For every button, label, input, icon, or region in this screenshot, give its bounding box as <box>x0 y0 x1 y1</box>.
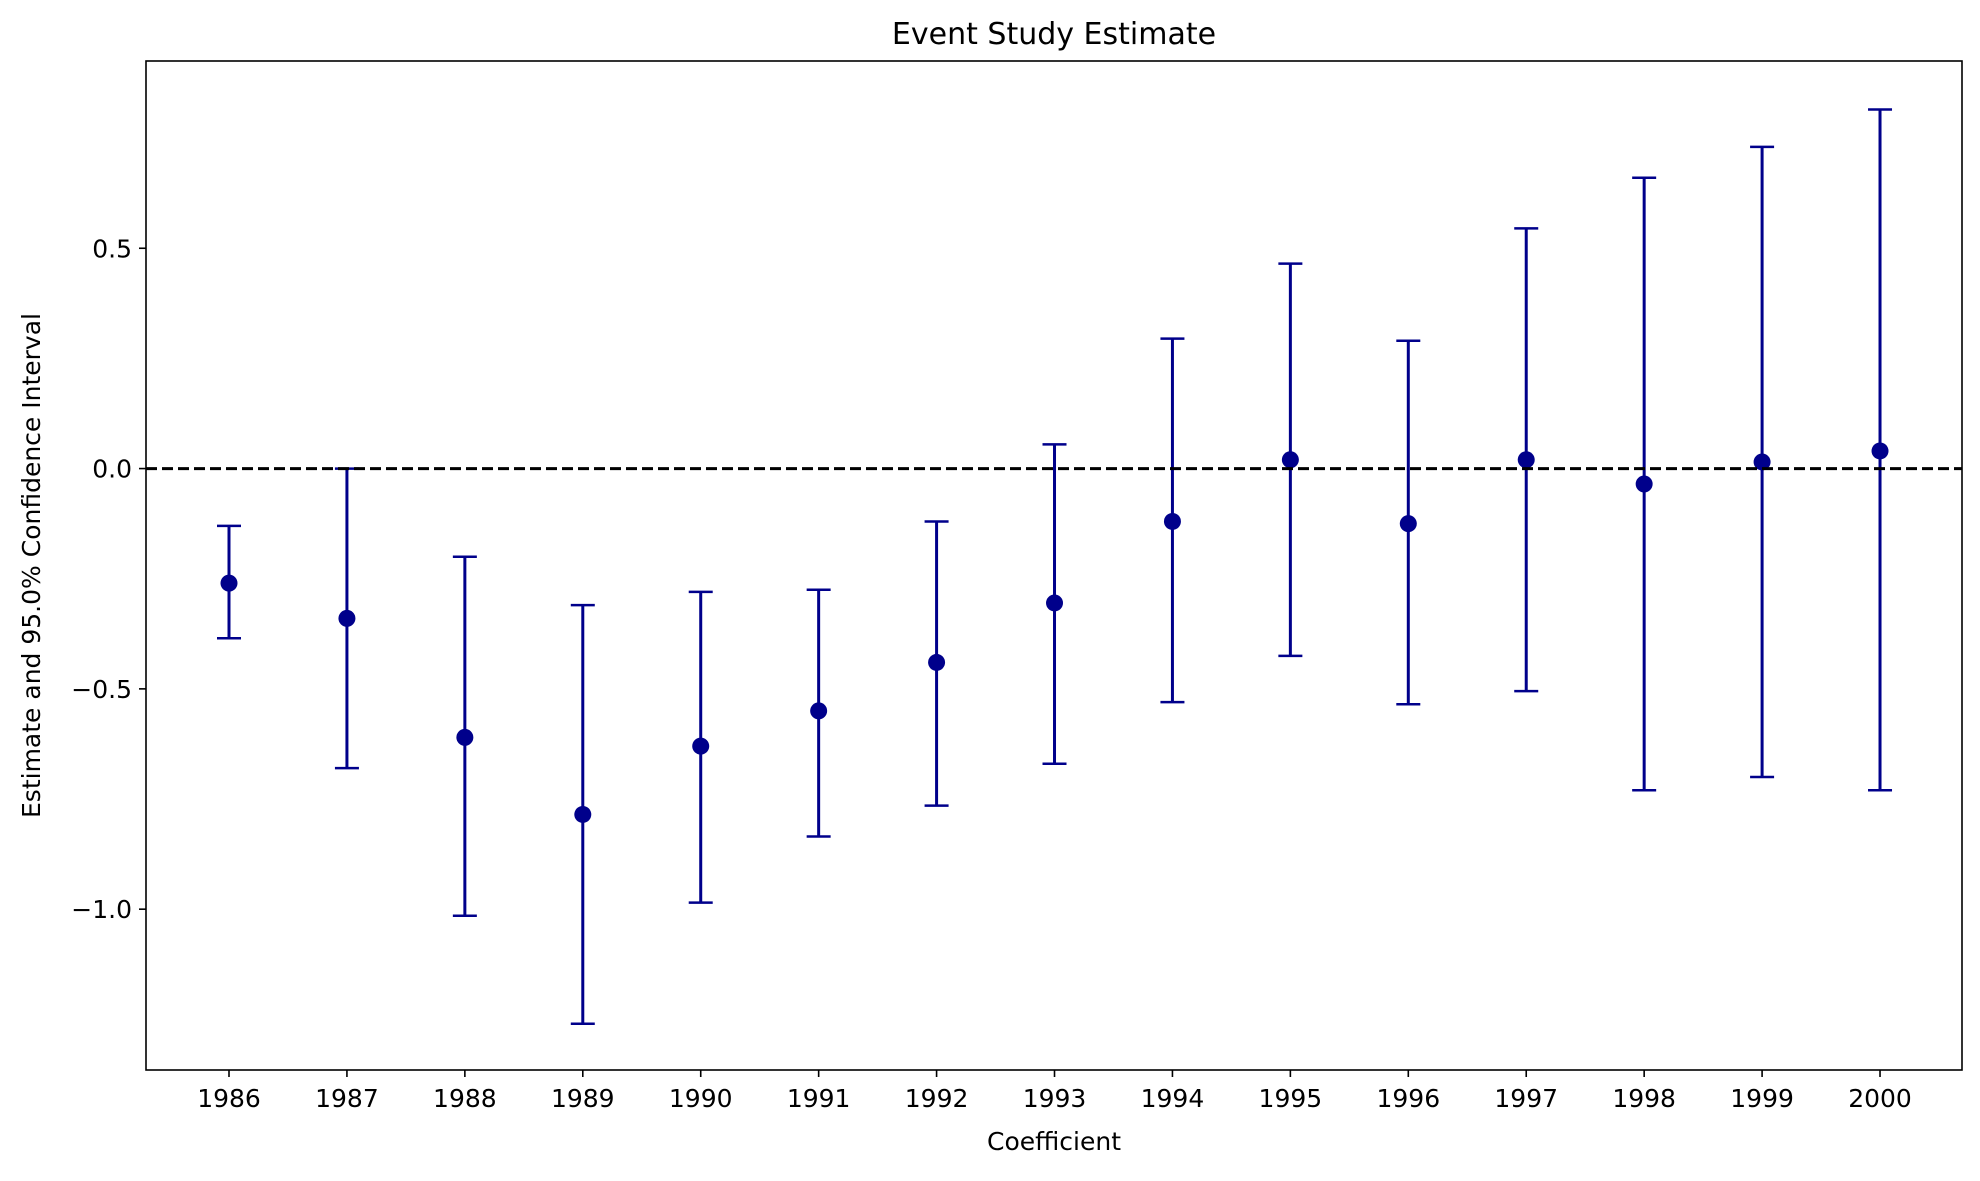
estimate-point-1989 <box>574 805 592 823</box>
estimate-point-1992 <box>928 653 946 671</box>
ticks-layer: 1986 1987 1988 1989 1990 1991 1992 1993 1994 1995… <box>71 234 1912 1113</box>
estimate-point-1991 <box>810 702 828 720</box>
x-tick-label-1997: 1997 <box>1494 1084 1558 1113</box>
estimate-point-1986 <box>220 574 238 592</box>
x-tick-label-1987: 1987 <box>315 1084 379 1113</box>
estimate-point-1998 <box>1635 475 1653 493</box>
x-tick-label-1999: 1999 <box>1730 1084 1794 1113</box>
estimate-point-1995 <box>1281 451 1299 469</box>
y-tick-label-0: 0.5 <box>92 234 132 263</box>
x-axis-label: Coefficient <box>987 1127 1121 1156</box>
y-axis-label: Estimate and 95.0% Confidence Interval <box>17 313 46 818</box>
x-tick-label-1992: 1992 <box>905 1084 969 1113</box>
x-tick-label-1990: 1990 <box>669 1084 733 1113</box>
estimate-point-1999 <box>1753 453 1771 471</box>
x-tick-label-1989: 1989 <box>551 1084 615 1113</box>
x-tick-label-1988: 1988 <box>433 1084 497 1113</box>
estimate-point-1990 <box>692 737 710 755</box>
x-tick-label-1991: 1991 <box>787 1084 851 1113</box>
x-tick-label-1996: 1996 <box>1376 1084 1440 1113</box>
estimate-point-2000 <box>1871 442 1889 460</box>
y-tick-label-3: −1.0 <box>71 895 132 924</box>
estimate-point-1994 <box>1163 512 1181 530</box>
x-tick-label-1995: 1995 <box>1259 1084 1323 1113</box>
estimate-point-1987 <box>338 609 356 627</box>
estimate-point-1988 <box>456 728 474 746</box>
estimate-point-1993 <box>1046 594 1064 612</box>
marks-layer <box>146 108 1962 1025</box>
y-tick-label-1: 0.0 <box>92 455 132 484</box>
x-tick-label-1994: 1994 <box>1141 1084 1205 1113</box>
x-tick-label-1993: 1993 <box>1023 1084 1087 1113</box>
x-tick-label-1998: 1998 <box>1612 1084 1676 1113</box>
x-tick-label-2000: 2000 <box>1848 1084 1912 1113</box>
plot-frame <box>145 60 1963 1071</box>
y-tick-label-2: −0.5 <box>71 675 132 704</box>
estimate-point-1997 <box>1517 451 1535 469</box>
estimate-point-1996 <box>1399 515 1417 533</box>
x-tick-label-1986: 1986 <box>197 1084 261 1113</box>
chart-title: Event Study Estimate <box>892 17 1216 52</box>
